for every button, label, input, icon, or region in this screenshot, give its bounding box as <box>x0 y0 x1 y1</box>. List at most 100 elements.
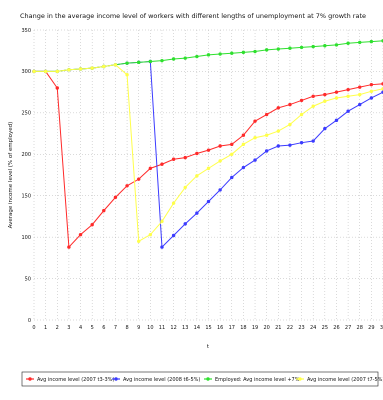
data-point <box>160 245 164 249</box>
data-point <box>206 148 211 152</box>
legend-label: Avg income level (2007 t7-5%) <box>307 377 383 383</box>
data-point <box>171 57 176 61</box>
data-point <box>311 139 315 143</box>
data-point <box>90 223 94 227</box>
data-point <box>334 96 339 100</box>
y-tick-label: 350 <box>21 28 31 34</box>
data-point <box>299 98 304 103</box>
data-point <box>218 144 222 148</box>
x-tick-label: 19 <box>252 325 258 331</box>
legend-marker <box>28 377 32 381</box>
data-point <box>218 188 222 192</box>
data-point <box>55 86 59 90</box>
data-point <box>195 211 199 215</box>
x-tick-label: 15 <box>205 325 211 331</box>
data-point <box>253 136 257 140</box>
y-tick-label: 200 <box>21 152 31 158</box>
data-point <box>230 152 234 156</box>
data-point <box>276 47 280 51</box>
data-point <box>323 126 327 131</box>
x-tick-label: 27 <box>345 325 351 331</box>
x-tick-label: 0 <box>32 325 35 331</box>
x-tick-label: 28 <box>357 325 363 331</box>
data-point <box>358 92 362 97</box>
data-point <box>276 144 280 148</box>
data-point <box>253 119 257 123</box>
data-point <box>346 94 350 98</box>
series-1 <box>32 69 383 249</box>
data-point <box>241 165 246 170</box>
data-point <box>206 53 211 57</box>
data-point <box>264 48 269 52</box>
legend-marker <box>206 377 210 381</box>
data-point <box>299 112 304 117</box>
data-point <box>183 222 187 226</box>
data-point <box>311 104 315 108</box>
x-tick-label: 29 <box>368 325 374 331</box>
y-tick-label: 150 <box>21 194 31 200</box>
data-point <box>346 87 350 92</box>
data-point <box>137 60 141 65</box>
y-axis: 0 50 100 150 200 250 300 350 <box>21 28 31 324</box>
data-point <box>218 159 222 163</box>
data-point <box>137 177 141 181</box>
data-point <box>195 174 199 178</box>
data-point <box>288 122 292 127</box>
x-axis-label: t <box>207 344 210 350</box>
data-point <box>90 66 94 70</box>
x-tick-label: 22 <box>287 325 293 331</box>
data-point <box>230 51 234 55</box>
data-point <box>195 54 199 59</box>
x-tick-label: 14 <box>194 325 200 331</box>
data-point <box>183 56 187 60</box>
data-point <box>230 175 234 180</box>
x-tick-label: 2 <box>56 325 59 331</box>
data-point <box>241 133 246 137</box>
legend: Avg income level (2007 t3-3%) Avg income … <box>21 371 383 387</box>
grid <box>33 29 383 321</box>
chart-title: Change in the average income level of wo… <box>20 12 366 20</box>
data-point <box>253 49 257 54</box>
x-tick-label: 6 <box>102 325 105 331</box>
x-tick-label: 17 <box>229 325 235 331</box>
x-tick-label: 20 <box>263 325 269 331</box>
data-point <box>148 232 153 237</box>
data-point <box>346 41 350 45</box>
data-point <box>67 68 71 72</box>
data-point <box>369 39 374 44</box>
x-tick-label: 12 <box>170 325 176 331</box>
data-point <box>346 109 350 113</box>
data-point <box>183 155 187 160</box>
data-point <box>288 143 292 147</box>
data-point <box>241 50 246 55</box>
data-point <box>264 133 269 137</box>
y-tick-label: 300 <box>21 69 31 75</box>
data-point <box>160 162 164 166</box>
data-point <box>113 195 118 200</box>
data-point <box>253 158 257 162</box>
data-point <box>125 73 129 77</box>
data-point <box>55 69 59 74</box>
data-point <box>264 149 269 153</box>
data-point <box>78 67 83 71</box>
data-point <box>102 208 106 213</box>
data-point <box>148 59 153 64</box>
legend-label: Avg income level (2008 t6-5%) <box>123 377 200 383</box>
data-point <box>160 219 164 224</box>
data-point <box>334 118 339 123</box>
data-point <box>206 166 211 171</box>
data-point <box>311 44 315 49</box>
data-point <box>264 112 269 117</box>
x-tick-label: 18 <box>240 325 246 331</box>
data-point <box>125 61 129 65</box>
data-point <box>148 166 153 171</box>
legend-item-4: Avg income level (2007 t7-5%) <box>296 377 383 383</box>
y-axis-label: Average income level (% of employed) <box>8 122 14 229</box>
x-tick-label: 21 <box>275 325 281 331</box>
data-point <box>288 102 292 107</box>
data-point <box>113 63 118 67</box>
x-tick-label: 8 <box>125 325 128 331</box>
data-point <box>323 99 327 103</box>
data-point <box>171 201 176 205</box>
